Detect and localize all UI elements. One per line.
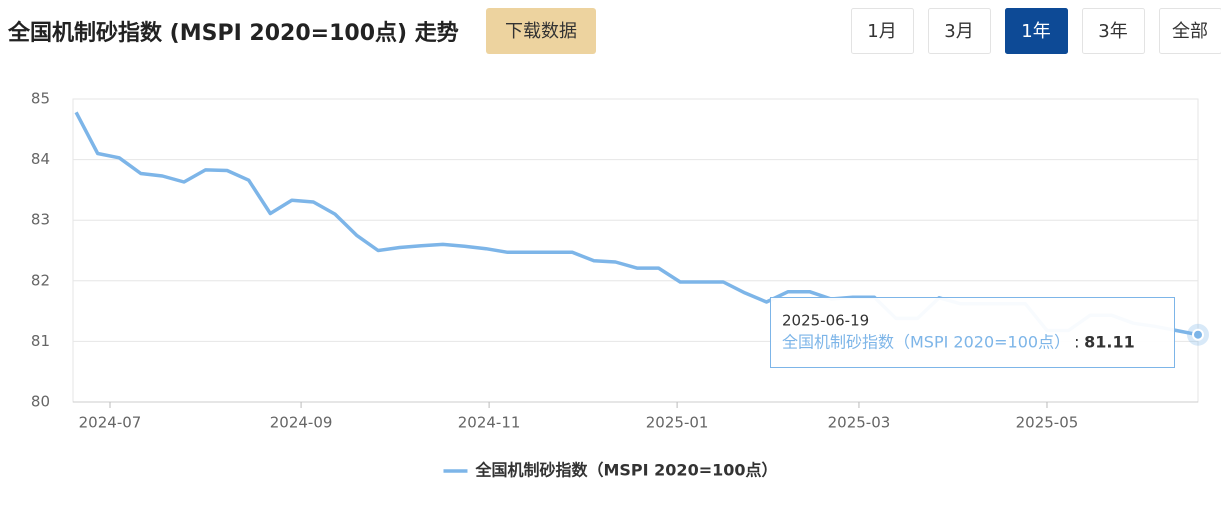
legend-label: 全国机制砂指数（MSPI 2020=100点）: [474, 461, 777, 480]
range-button[interactable]: 全部: [1160, 9, 1221, 54]
x-tick-label: 2024-07: [79, 414, 142, 432]
tooltip-series: 全国机制砂指数（MSPI 2020=100点）: [782, 333, 1070, 352]
legend[interactable]: 全国机制砂指数（MSPI 2020=100点）: [443, 461, 777, 480]
tooltip-value: 81.11: [1084, 333, 1135, 352]
tooltip-sep: :: [1074, 333, 1079, 352]
x-tick-label: 2025-01: [646, 414, 709, 432]
x-tick-label: 2025-05: [1016, 414, 1079, 432]
page-title: 全国机制砂指数 (MSPI 2020=100点) 走势: [7, 20, 459, 46]
x-tick-label: 2024-09: [270, 414, 333, 432]
range-button[interactable]: 3年: [1083, 9, 1145, 54]
y-tick-label: 82: [31, 271, 50, 289]
y-tick-label: 84: [31, 150, 50, 168]
range-button-label: 1月: [867, 21, 896, 42]
range-button-label: 3年: [1098, 21, 1127, 42]
hover-point: [1193, 330, 1203, 340]
range-button-label: 1年: [1021, 21, 1050, 42]
download-label: 下载数据: [505, 21, 577, 42]
y-tick-label: 80: [31, 393, 50, 411]
y-tick-label: 81: [31, 332, 50, 350]
y-tick-label: 85: [31, 90, 50, 108]
download-button[interactable]: 下载数据: [486, 8, 596, 54]
y-tick-label: 83: [31, 211, 50, 229]
range-button[interactable]: 1年: [1006, 9, 1068, 54]
x-tick-label: 2024-11: [458, 414, 521, 432]
range-button-label: 全部: [1172, 21, 1208, 42]
range-button[interactable]: 1月: [852, 9, 914, 54]
x-tick-label: 2025-03: [828, 414, 891, 432]
range-button[interactable]: 3月: [929, 9, 991, 54]
tooltip: 2025-06-19 全国机制砂指数（MSPI 2020=100点）:81.11: [771, 298, 1175, 368]
tooltip-date: 2025-06-19: [782, 312, 869, 330]
range-button-label: 3月: [944, 21, 973, 42]
